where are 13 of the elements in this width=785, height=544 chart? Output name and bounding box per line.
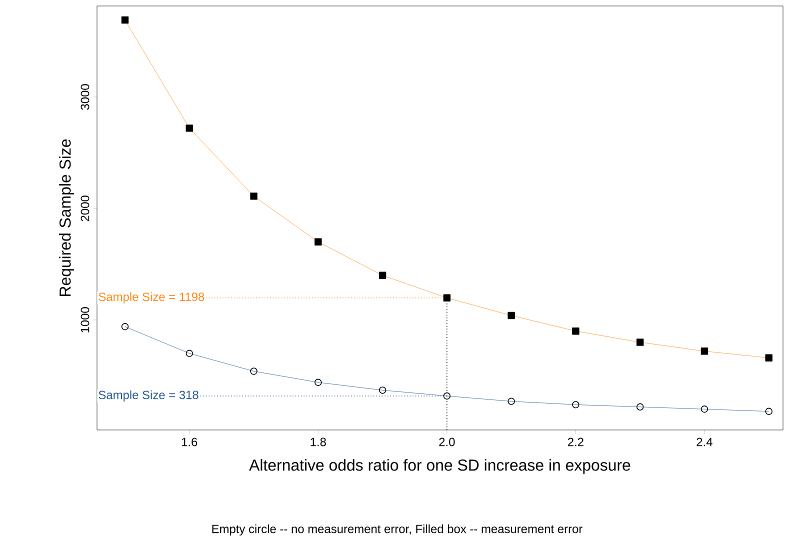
ref-line-label: Sample Size = 1198	[98, 292, 204, 304]
x-tick-label: 2.4	[696, 438, 712, 446]
ref-line-label: Sample Size = 318	[98, 390, 198, 402]
y-tick-label: 2000	[80, 196, 90, 222]
x-tick-label: 1.8	[310, 438, 326, 446]
text: Empty circle -- no measurement error, Filled box -- measurement error	[212, 524, 582, 536]
y-axis-title: Required Sample Size	[59, 139, 74, 296]
x-axis-title: Alternative odds ratio for one SD increase in exposure	[249, 459, 630, 474]
x-tick-label: 2.2	[568, 438, 584, 446]
x-tick-label: 2.0	[439, 438, 455, 446]
y-tick-label: 1000	[80, 307, 90, 332]
y-tick-label: 3000	[80, 84, 90, 110]
x-tick-label: 1.6	[182, 438, 198, 446]
